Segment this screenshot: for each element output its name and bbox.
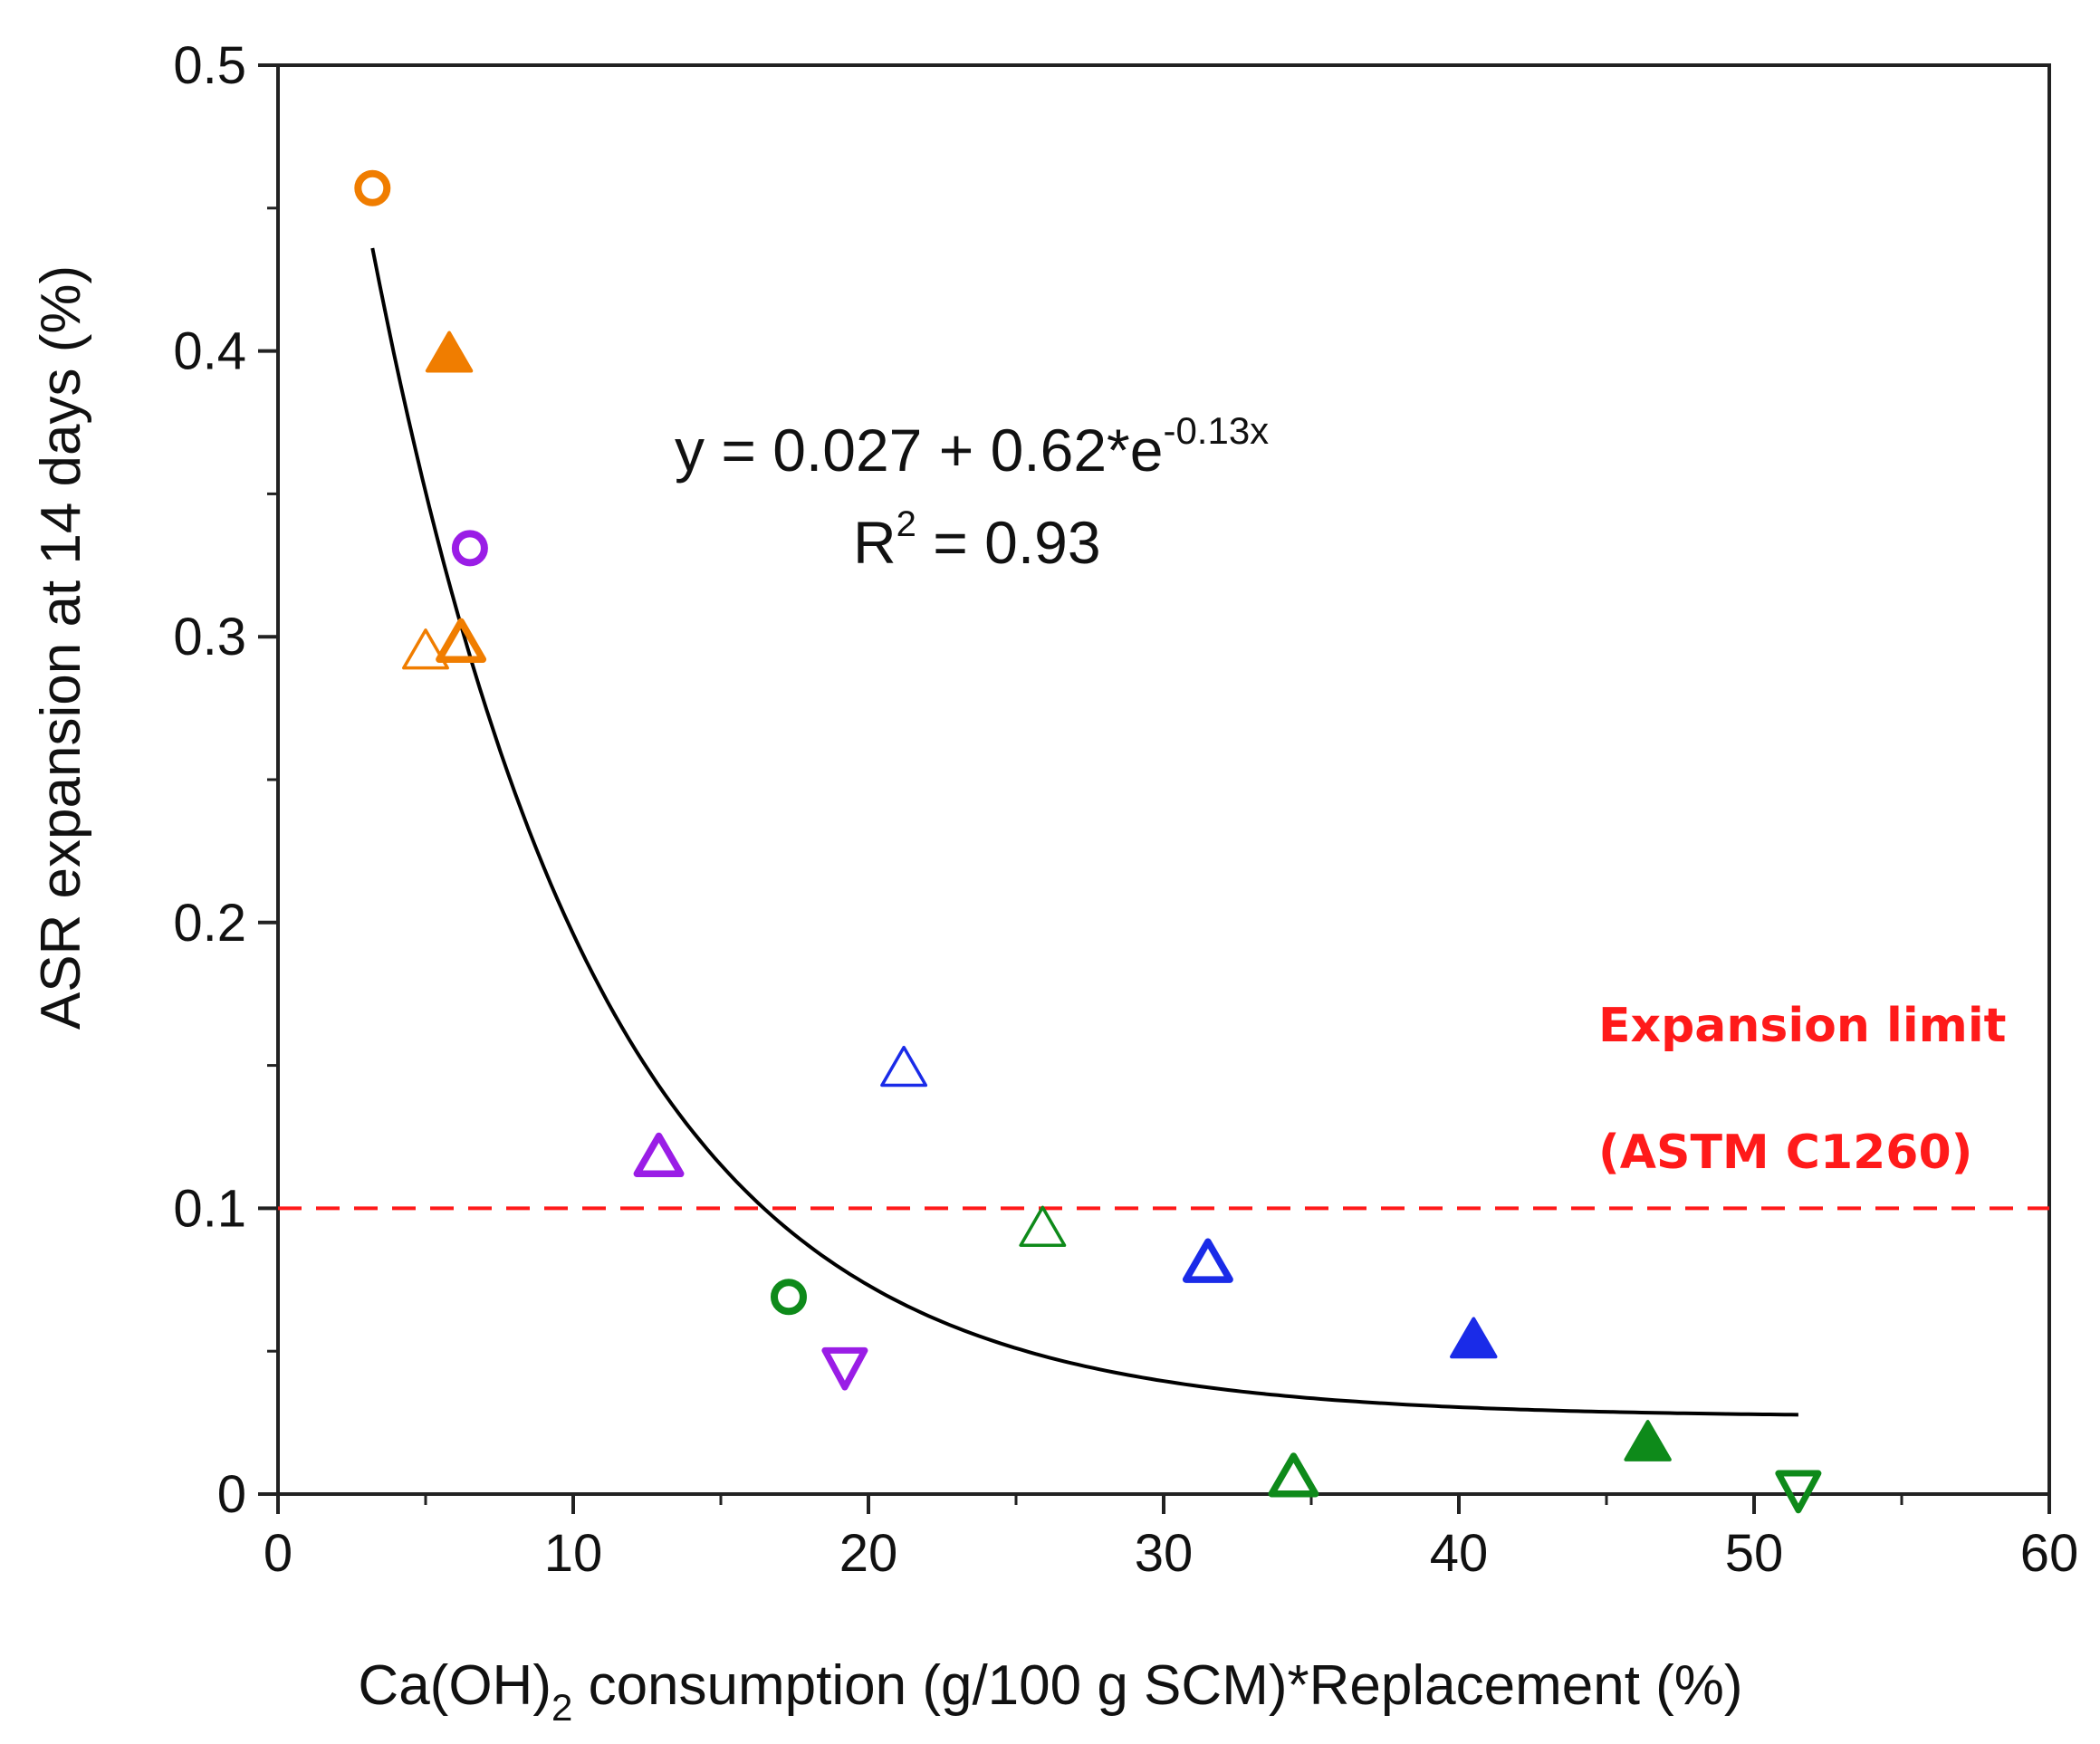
fit-equation-lead: y = 0.027 + 0.62*e bbox=[675, 417, 1163, 484]
x-tick-label: 0 bbox=[264, 1524, 292, 1583]
y-tick-label: 0.2 bbox=[173, 894, 246, 953]
axes: 0 10 20 30 40 50 60 0 0.1 0.2 0.3 0.4 0.5 bbox=[173, 36, 2078, 1583]
x-tick-label: 50 bbox=[1725, 1524, 1784, 1583]
y-tick-label: 0.4 bbox=[173, 322, 246, 381]
filled-triangle-marker bbox=[1450, 1317, 1498, 1359]
x-tick-label: 10 bbox=[544, 1524, 603, 1583]
x-axis-title-main: Ca(OH) bbox=[358, 1654, 551, 1717]
y-tick-label: 0.3 bbox=[173, 608, 246, 666]
x-tick-label: 60 bbox=[2020, 1524, 2079, 1583]
r-squared-text: R2 = 0.93 bbox=[853, 504, 1101, 576]
circle-marker bbox=[451, 530, 488, 567]
filled-triangle-marker bbox=[1624, 1420, 1672, 1461]
y-tick-label: 0.5 bbox=[173, 36, 246, 95]
y-tick-label: 0.1 bbox=[173, 1179, 246, 1238]
fit-equation: y = 0.027 + 0.62*e-0.13x R2 = 0.93 bbox=[675, 409, 1269, 576]
data-points bbox=[354, 169, 1822, 1514]
open-triangle-marker bbox=[402, 628, 449, 670]
open-triangle-marker bbox=[633, 1132, 685, 1178]
inverted-triangle-marker bbox=[1775, 1470, 1822, 1514]
x-axis-title-rest: consumption (g/100 g SCM)*Replacement (%… bbox=[572, 1654, 1742, 1717]
x-tick-label: 20 bbox=[839, 1524, 898, 1583]
y-axis-title: ASR expansion at 14 days (%) bbox=[30, 265, 92, 1030]
r-squared-superscript: 2 bbox=[897, 504, 916, 544]
x-tick-label: 40 bbox=[1430, 1524, 1489, 1583]
circle-marker bbox=[770, 1279, 807, 1316]
open-triangle-marker bbox=[880, 1045, 928, 1088]
fit-curve-group bbox=[370, 247, 1798, 1417]
inverted-triangle-marker bbox=[821, 1346, 868, 1391]
circle-marker bbox=[354, 169, 391, 206]
plot-frame bbox=[276, 63, 2051, 1496]
expansion-limit-label: Expansion limit bbox=[1598, 999, 2007, 1053]
open-triangle-marker bbox=[436, 618, 487, 663]
x-tick-label: 30 bbox=[1135, 1524, 1194, 1583]
r-squared-value: = 0.93 bbox=[916, 509, 1101, 576]
filled-triangle-marker bbox=[425, 331, 474, 373]
expansion-limit: Expansion limit (ASTM C1260) bbox=[278, 999, 2049, 1211]
fit-curve bbox=[370, 247, 1798, 1417]
y-tick-label: 0 bbox=[217, 1465, 246, 1524]
open-triangle-marker bbox=[1019, 1205, 1067, 1247]
open-triangle-marker bbox=[1268, 1452, 1319, 1498]
astm-standard-label: (ASTM C1260) bbox=[1598, 1126, 1972, 1180]
open-triangle-marker bbox=[1182, 1238, 1233, 1283]
x-axis-title-subscript: 2 bbox=[551, 1686, 572, 1729]
x-axis-title: Ca(OH)2 consumption (g/100 g SCM)*Replac… bbox=[358, 1654, 1742, 1729]
r-squared-lead: R bbox=[853, 509, 897, 576]
axis-titles: Ca(OH)2 consumption (g/100 g SCM)*Replac… bbox=[30, 265, 1743, 1729]
fit-equation-exponent: -0.13x bbox=[1163, 409, 1269, 452]
fit-equation-text: y = 0.027 + 0.62*e-0.13x bbox=[675, 409, 1269, 484]
